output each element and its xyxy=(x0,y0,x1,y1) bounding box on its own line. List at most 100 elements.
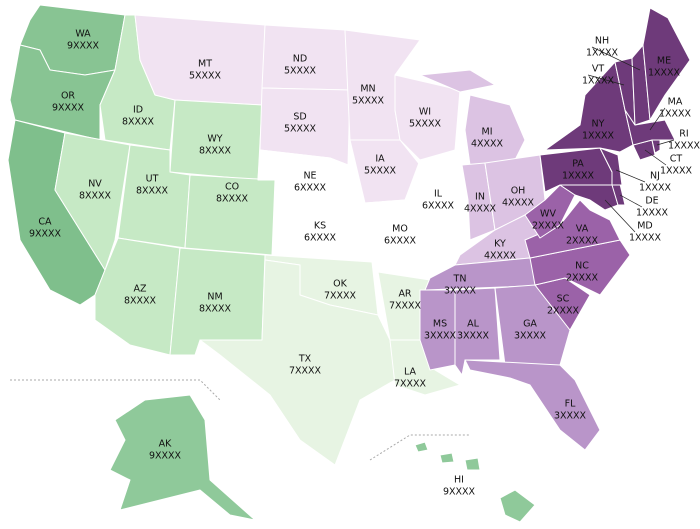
state-abbr: VA xyxy=(576,224,589,235)
zip-prefix: 6XXXX xyxy=(422,201,455,212)
zip-prefix: 6XXXX xyxy=(384,236,417,247)
state-abbr: WV xyxy=(540,209,556,220)
state-abbr: ME xyxy=(657,56,671,67)
zip-prefix: 1XXXX xyxy=(636,208,669,219)
state-abbr: CT xyxy=(670,154,683,165)
zip-prefix: 1XXXX xyxy=(586,48,619,59)
zip-prefix: 8XXXX xyxy=(199,146,232,157)
zip-prefix: 1XXXX xyxy=(639,183,672,194)
zip-prefix: 7XXXX xyxy=(289,366,322,377)
state-abbr: KS xyxy=(314,221,326,232)
state xyxy=(464,457,481,471)
state-abbr: OR xyxy=(61,91,75,102)
state-abbr: PA xyxy=(572,159,584,170)
zip-prefix: 1XXXX xyxy=(660,166,693,177)
zip-prefix: 8XXXX xyxy=(216,194,249,205)
state-abbr: NE xyxy=(303,171,316,182)
zip-prefix: 1XXXX xyxy=(582,131,615,142)
zip-prefix: 3XXXX xyxy=(444,286,477,297)
state-abbr: VT xyxy=(592,64,604,75)
state-abbr: UT xyxy=(146,174,159,185)
zip-prefix: 5XXXX xyxy=(189,71,222,82)
state-abbr: IL xyxy=(434,189,443,200)
zip-prefix: 1XXXX xyxy=(562,171,595,182)
alaska-separator xyxy=(10,379,221,401)
state-abbr: MA xyxy=(668,97,683,108)
state-abbr: CA xyxy=(38,217,52,228)
state xyxy=(494,284,571,366)
zip-prefix: 5XXXX xyxy=(352,96,385,107)
zip-prefix: 9XXXX xyxy=(149,451,182,462)
state-abbr: OK xyxy=(333,279,347,290)
state-abbr: SD xyxy=(293,112,306,123)
zip-prefix: 2XXXX xyxy=(532,221,565,232)
state-abbr: AK xyxy=(159,439,172,450)
state-abbr: NC xyxy=(575,261,589,272)
zip-prefix: 3XXXX xyxy=(424,331,457,342)
state-abbr: FL xyxy=(565,399,576,410)
zip-prefix: 4XXXX xyxy=(502,198,535,209)
state-abbr: AL xyxy=(467,319,479,330)
zip-prefix: 3XXXX xyxy=(514,331,547,342)
leader-line xyxy=(656,139,675,146)
zip-prefix: 3XXXX xyxy=(457,331,490,342)
state xyxy=(461,162,496,241)
state-abbr: NJ xyxy=(650,171,660,182)
inset-separators xyxy=(10,379,470,461)
state-abbr: NM xyxy=(207,292,222,303)
state-abbr: ID xyxy=(133,105,143,116)
state xyxy=(499,489,536,523)
state-abbr: MI xyxy=(482,127,493,138)
state xyxy=(419,289,456,371)
leader-line xyxy=(619,194,643,208)
state-abbr: DE xyxy=(645,196,658,207)
zip-prefix: 2XXXX xyxy=(566,236,599,247)
state-abbr: IA xyxy=(375,154,385,165)
leader-line xyxy=(591,46,641,71)
labels: WA9XXXXOR9XXXXCA9XXXXID8XXXXMT5XXXXWY8XX… xyxy=(29,29,700,498)
zip-prefix: 4XXXX xyxy=(484,251,517,262)
state xyxy=(599,147,623,186)
zip-prefix: 9XXXX xyxy=(443,487,476,498)
state xyxy=(414,441,429,453)
zip-prefix: 7XXXX xyxy=(324,291,357,302)
state-abbr: CO xyxy=(225,182,239,193)
state-abbr: WY xyxy=(207,134,222,145)
leader-line xyxy=(587,74,625,86)
zip-prefix: 1XXXX xyxy=(668,141,700,152)
zip-prefix: 4XXXX xyxy=(471,139,504,150)
state-abbr: NV xyxy=(88,179,102,190)
state-abbr: ND xyxy=(293,54,307,65)
state xyxy=(419,69,496,93)
leader-line xyxy=(649,107,666,131)
state-abbr: IN xyxy=(475,192,485,203)
state-abbr: HI xyxy=(454,475,464,486)
state-abbr: MN xyxy=(360,84,375,95)
state-abbr: LA xyxy=(404,367,417,378)
state-abbr: SC xyxy=(557,294,570,305)
zip-prefix: 5XXXX xyxy=(284,66,317,77)
zip-prefix: 2XXXX xyxy=(566,273,599,284)
leader-line xyxy=(615,169,646,183)
zip-prefix: 7XXXX xyxy=(389,301,422,312)
zip-prefix: 6XXXX xyxy=(304,233,337,244)
state-abbr: WI xyxy=(419,107,431,118)
state-abbr: OH xyxy=(511,186,526,197)
zip-prefix: 5XXXX xyxy=(284,124,317,135)
leader-line xyxy=(604,199,636,233)
states xyxy=(7,4,691,523)
state-abbr: RI xyxy=(679,129,688,140)
state-abbr: AZ xyxy=(133,284,146,295)
zip-prefix: 7XXXX xyxy=(394,379,427,390)
zip-prefix: 5XXXX xyxy=(409,119,442,130)
zip-prefix: 2XXXX xyxy=(547,306,580,317)
zip-prefix: 8XXXX xyxy=(136,186,169,197)
state xyxy=(464,359,601,451)
state xyxy=(524,199,621,259)
state-abbr: AR xyxy=(398,289,411,300)
zip-prefix: 9XXXX xyxy=(67,41,100,52)
state xyxy=(464,94,526,166)
zip-prefix: 8XXXX xyxy=(124,296,157,307)
state-abbr: NY xyxy=(592,119,605,130)
